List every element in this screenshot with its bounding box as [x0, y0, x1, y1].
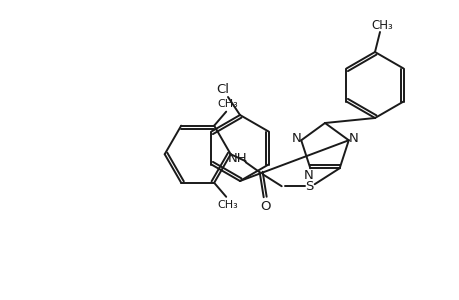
Text: N: N [291, 132, 301, 145]
Text: NH: NH [227, 152, 247, 165]
Text: CH₃: CH₃ [370, 19, 392, 32]
Text: O: O [260, 200, 270, 213]
Text: CH₃: CH₃ [218, 99, 238, 109]
Text: N: N [302, 169, 313, 182]
Text: N: N [348, 132, 358, 145]
Text: Cl: Cl [216, 82, 229, 95]
Text: CH₃: CH₃ [218, 200, 238, 210]
Text: S: S [305, 180, 313, 193]
